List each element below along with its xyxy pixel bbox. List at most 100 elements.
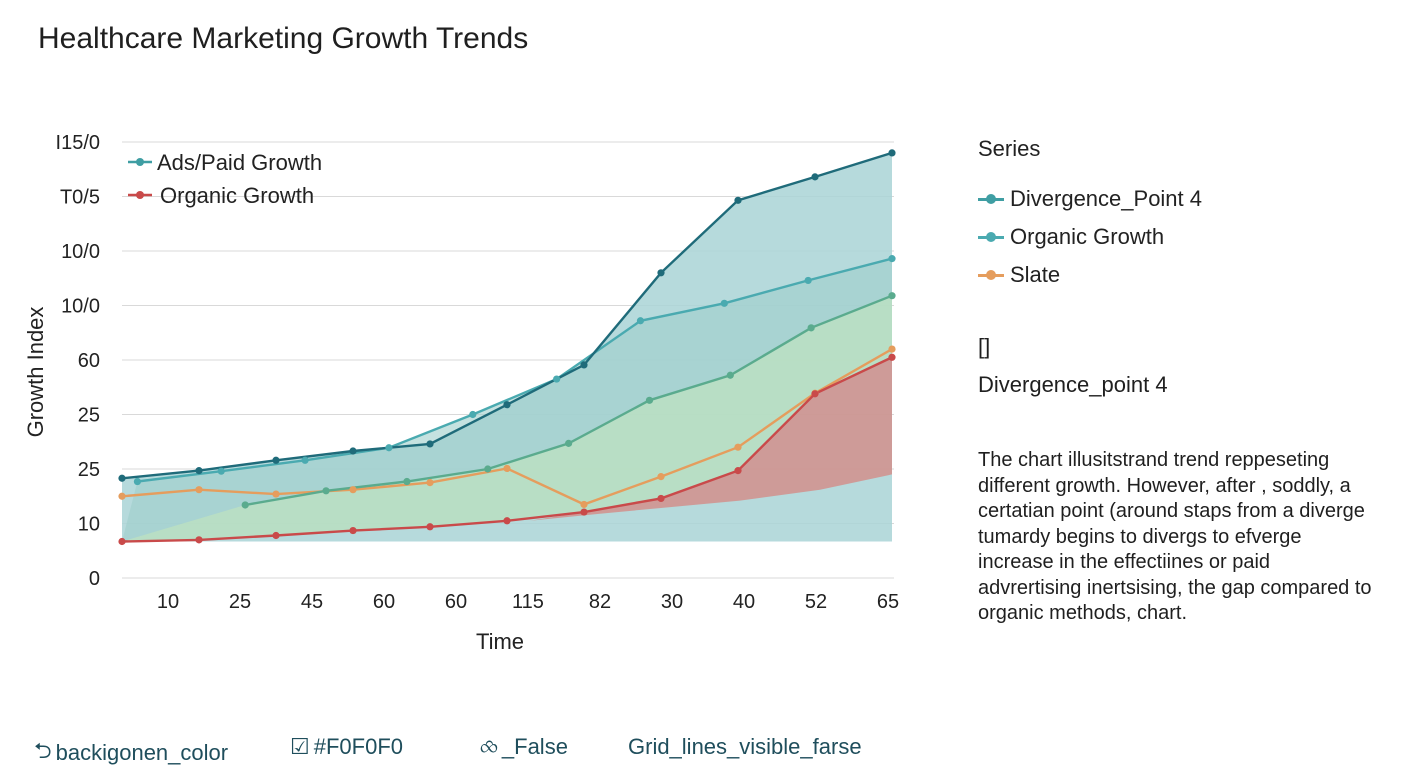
- data-point: [241, 501, 249, 509]
- y-axis-label: Growth Index: [23, 307, 48, 438]
- side-legend-item[interactable]: Slate: [978, 256, 1388, 294]
- footer-label: _False: [501, 734, 568, 759]
- organic-series-line: [137, 257, 893, 483]
- data-point: [118, 474, 126, 482]
- line-marker-icon: [978, 268, 1004, 282]
- line-marker-icon: [978, 192, 1004, 206]
- data-point: [807, 324, 815, 332]
- data-point: [636, 317, 645, 325]
- data-point: [272, 531, 280, 540]
- series-points: [118, 149, 896, 546]
- x-tick-label: 30: [661, 591, 683, 613]
- data-point: [565, 439, 573, 447]
- data-point: [657, 269, 665, 277]
- data-point: [195, 467, 203, 475]
- checkbox-icon: ⮌: [34, 738, 52, 763]
- data-point: [734, 467, 742, 475]
- side-legend-label: Organic Growth: [1010, 224, 1165, 249]
- data-point: [484, 465, 492, 473]
- legend-dot-icon: [136, 158, 144, 166]
- x-tick-label: 65: [877, 591, 899, 613]
- data-point: [645, 396, 654, 404]
- side-legend-item[interactable]: Divergence_Point 4: [978, 180, 1388, 218]
- dashed-circle-icon: ⧝: [480, 734, 498, 759]
- chart-title: Healthcare Marketing Growth Trends: [38, 22, 529, 55]
- chart-description: The chart illusitstrand trend reppesetin…: [978, 449, 1372, 624]
- footer-item-grid-lines[interactable]: Grid_lines_visible_farse: [628, 734, 862, 760]
- data-point: [385, 444, 393, 452]
- divergence-label: Divergence_point 4: [978, 372, 1168, 397]
- data-point: [301, 456, 309, 464]
- slate-area: [122, 295, 892, 542]
- x-tick-label: 52: [805, 591, 827, 613]
- side-legend-item[interactable]: Organic Growth: [978, 218, 1388, 256]
- data-point: [726, 371, 734, 379]
- legend-label: Organic Growth: [160, 183, 314, 208]
- data-point: [503, 464, 511, 473]
- data-point: [888, 255, 896, 263]
- y-tick-label: T0/5: [60, 187, 100, 209]
- x-tick-label: 45: [301, 591, 323, 613]
- side-legend-label: Divergence_Point 4: [1010, 186, 1203, 211]
- data-point: [349, 526, 357, 535]
- side-legend-label: Slate: [1010, 262, 1061, 287]
- x-tick-label: 25: [229, 591, 251, 613]
- data-point: [888, 353, 896, 361]
- data-point: [580, 508, 588, 516]
- data-point: [503, 517, 511, 525]
- series-legend-title: Series: [978, 136, 1041, 161]
- data-point: [657, 473, 665, 481]
- x-tick-label: 115: [512, 591, 544, 613]
- data-point: [426, 523, 434, 531]
- x-tick-label: 60: [445, 591, 467, 613]
- data-point: [503, 401, 511, 409]
- data-point: [734, 196, 742, 204]
- data-point: [888, 292, 896, 300]
- data-point: [888, 149, 896, 157]
- data-point: [811, 173, 819, 181]
- data-point: [133, 477, 141, 486]
- footer-item-color-value[interactable]: ☑ #F0F0F0: [290, 734, 403, 760]
- data-point: [734, 443, 742, 451]
- y-tick-label: I15/0: [56, 132, 100, 154]
- data-point: [118, 492, 126, 500]
- data-point: [217, 467, 225, 475]
- data-point: [195, 486, 203, 494]
- data-point: [403, 477, 411, 486]
- data-point: [888, 345, 896, 353]
- x-axis-label: Time: [476, 629, 524, 654]
- growth-chart: 0 10 25 25 60 10/0 10/0 T0/5 I15/0 10 25 45 60 60 115…: [23, 132, 899, 654]
- y-tick-label: 10/0: [61, 241, 100, 263]
- checked-box-icon: ☑: [290, 734, 310, 759]
- y-tick-labels: 0 10 25 25 60 10/0 10/0 T0/5 I15/0: [56, 132, 100, 590]
- bracket-text: []: [978, 334, 991, 359]
- line-marker-icon: [978, 230, 1004, 244]
- data-point: [195, 536, 203, 544]
- data-point: [349, 447, 357, 455]
- data-point: [426, 479, 434, 487]
- data-point: [349, 486, 357, 494]
- footer-item-background-color[interactable]: ⮌ backigonen_color: [34, 734, 228, 772]
- footer-item-false[interactable]: ⧝ _False: [480, 734, 568, 760]
- legend-dot-icon: [136, 191, 144, 199]
- data-point: [469, 410, 477, 419]
- data-point: [553, 375, 561, 383]
- x-tick-label: 40: [733, 591, 755, 613]
- y-tick-label: 10: [78, 514, 100, 536]
- footer-bar: ⮌ backigonen_color ☑ #F0F0F0 ⧝ _False Gr…: [34, 734, 1034, 766]
- x-tick-label: 82: [589, 591, 611, 613]
- data-point: [811, 390, 819, 398]
- footer-label: #F0F0F0: [313, 734, 403, 759]
- data-point: [272, 456, 280, 464]
- organic-divergence-area: [530, 357, 892, 521]
- y-tick-label: 60: [78, 350, 100, 372]
- y-tick-label: 10/0: [61, 296, 100, 318]
- data-point: [580, 361, 588, 369]
- data-point: [657, 494, 665, 503]
- y-tick-label: 25: [78, 405, 100, 427]
- data-point: [720, 299, 728, 307]
- data-point: [272, 490, 280, 498]
- x-tick-label: 60: [373, 591, 395, 613]
- data-point: [118, 537, 126, 546]
- data-point: [580, 500, 588, 509]
